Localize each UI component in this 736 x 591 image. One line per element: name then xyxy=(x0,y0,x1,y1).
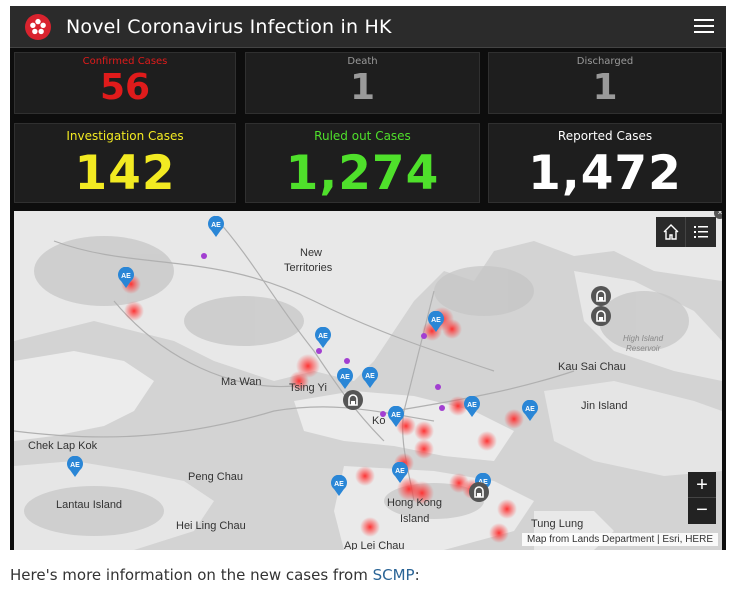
map-label: Ko xyxy=(372,415,386,427)
map-label: Jin Island xyxy=(581,400,628,412)
page-title: Novel Coronavirus Infection in HK xyxy=(66,16,392,38)
svg-text:AE: AE xyxy=(340,374,350,381)
close-icon[interactable]: × xyxy=(714,211,722,219)
reported-cases-value: 1,472 xyxy=(528,146,682,201)
reported-cases-label: Reported Cases xyxy=(557,129,653,143)
map-label: Ma Wan xyxy=(221,376,262,388)
map-label: Ap Lei Chau xyxy=(344,540,405,550)
zoom-in-button[interactable]: + xyxy=(688,472,716,498)
dashboard: Novel Coronavirus Infection in HK Confir… xyxy=(10,6,726,550)
svg-text:AE: AE xyxy=(334,481,344,488)
hk-emblem-icon xyxy=(25,14,51,40)
map-label: Chek Lap Kok xyxy=(28,440,98,452)
map-label: Tung Lung xyxy=(531,518,584,530)
discharged-value: 1 xyxy=(592,67,618,108)
investigation-cases-label: Investigation Cases xyxy=(66,129,184,143)
map-label: Reservoir xyxy=(626,344,661,353)
svg-text:AE: AE xyxy=(525,406,535,413)
svg-text:AE: AE xyxy=(395,468,405,475)
hamburger-menu-icon[interactable] xyxy=(694,15,714,37)
svg-text:AE: AE xyxy=(467,402,477,409)
svg-text:AE: AE xyxy=(431,317,441,324)
map-label: Hei Ling Chau xyxy=(176,520,246,532)
map-label: New xyxy=(300,247,323,259)
death-value: 1 xyxy=(349,67,376,108)
svg-text:AE: AE xyxy=(211,222,221,229)
death-label: Death xyxy=(347,56,378,67)
investigation-cases-value: 142 xyxy=(74,146,176,201)
map-label: Kau Sai Chau xyxy=(558,361,626,373)
map-view[interactable]: AE AE AE AE AE AE AE AE AE AE AE AE AE N… xyxy=(14,211,722,550)
svg-text:AE: AE xyxy=(121,273,131,280)
ruled-out-cases-value: 1,274 xyxy=(285,146,440,201)
discharged-tile: Discharged 1 xyxy=(488,52,722,114)
confirmed-cases-label: Confirmed Cases xyxy=(82,56,168,67)
confirmed-cases-tile: Confirmed Cases 56 xyxy=(14,52,236,114)
investigation-cases-tile: Investigation Cases 142 xyxy=(14,123,236,203)
map-label: Territories xyxy=(284,262,333,274)
reported-cases-tile: Reported Cases 1,472 xyxy=(488,123,722,203)
death-tile: Death 1 xyxy=(245,52,480,114)
map-label: Tsing Yi xyxy=(289,382,327,394)
svg-text:AE: AE xyxy=(70,462,80,469)
map-label: High Island xyxy=(623,334,664,343)
svg-text:AE: AE xyxy=(478,479,488,486)
ruled-out-cases-tile: Ruled out Cases 1,274 xyxy=(245,123,480,203)
home-icon xyxy=(663,224,679,240)
caption-suffix: : xyxy=(414,566,420,584)
scmp-link[interactable]: SCMP xyxy=(372,566,415,584)
article-caption: Here's more information on the new cases… xyxy=(10,566,420,584)
confirmed-cases-value: 56 xyxy=(99,67,151,108)
caption-text: Here's more information on the new cases… xyxy=(10,566,373,584)
zoom-out-button[interactable]: − xyxy=(688,498,716,524)
discharged-label: Discharged xyxy=(576,56,634,67)
map-terrain xyxy=(14,211,722,550)
list-icon xyxy=(694,226,708,238)
map-attribution: Map from Lands Department | Esri, HERE xyxy=(522,533,718,546)
map-label: Island xyxy=(400,513,430,525)
svg-text:AE: AE xyxy=(391,412,401,419)
svg-text:AE: AE xyxy=(318,333,328,340)
home-button[interactable] xyxy=(656,217,686,247)
map-label: Lantau Island xyxy=(56,499,123,511)
map-label: Peng Chau xyxy=(188,471,244,483)
svg-text:AE: AE xyxy=(365,373,375,380)
top-bar: Novel Coronavirus Infection in HK xyxy=(10,6,726,48)
map-label: Hong Kong xyxy=(387,497,443,509)
ruled-out-cases-label: Ruled out Cases xyxy=(314,129,411,143)
legend-list-button[interactable] xyxy=(686,217,716,247)
